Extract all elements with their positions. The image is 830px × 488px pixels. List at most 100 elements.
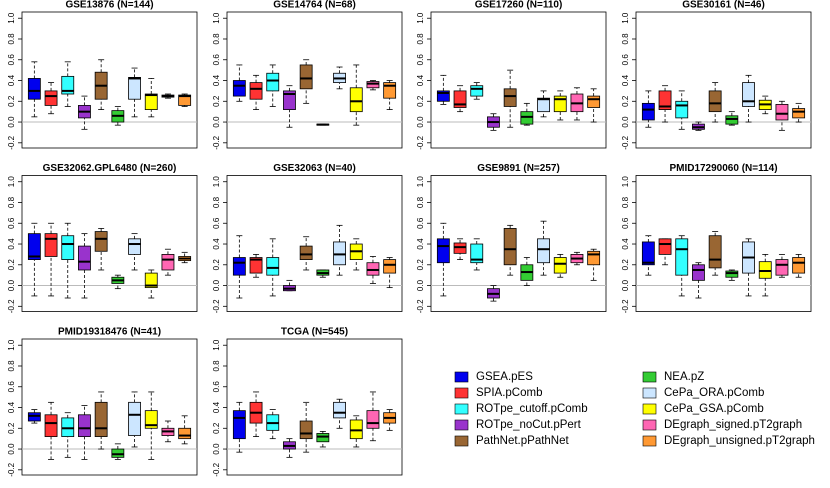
box: [792, 257, 806, 274]
legend-label: CePa_GSA.pComb: [664, 403, 764, 415]
box: [742, 82, 755, 107]
box: [641, 102, 655, 121]
box: [178, 94, 192, 106]
box: [436, 90, 450, 102]
y-tick-label: 0.4: [7, 238, 16, 250]
box: [144, 93, 158, 110]
y-tick-label: 0.8: [621, 33, 630, 45]
y-tick-label: 0.6: [212, 381, 221, 393]
box: [316, 433, 330, 443]
box: [537, 238, 550, 264]
panel-title: GSE32062.GPL6480 (N=260): [43, 163, 177, 174]
box: [78, 414, 91, 437]
y-tick-label: 0.4: [212, 74, 221, 86]
panel-title: TCGA (N=545): [281, 327, 348, 338]
y-tick-label: 1.0: [212, 12, 221, 24]
box: [520, 111, 534, 125]
y-tick-label: 0.4: [621, 238, 630, 250]
box: [503, 88, 517, 107]
y-tick-label: 0.0: [621, 279, 630, 291]
box: [266, 257, 280, 276]
y-tick-label: 0.0: [7, 279, 16, 291]
y-tick-label: 1.0: [7, 12, 16, 24]
y-tick-label: 0.6: [212, 217, 221, 229]
y-tick-label: 1.0: [212, 176, 221, 188]
box: [775, 259, 789, 276]
y-tick-label: 0.4: [7, 74, 16, 86]
legend-swatch: [642, 387, 657, 399]
box: [641, 241, 655, 266]
y-tick-label: 0.2: [212, 259, 221, 271]
legend-swatch: [642, 403, 657, 415]
y-tick-label: -0.2: [621, 299, 630, 313]
box: [61, 417, 75, 437]
box: [366, 262, 380, 276]
box: [27, 412, 41, 422]
box: [692, 264, 705, 281]
box: [470, 85, 484, 97]
box: [299, 420, 313, 440]
box: [232, 257, 246, 276]
y-tick-label: 0.4: [7, 401, 16, 413]
panel-title: PMID17290060 (N=114): [669, 163, 777, 174]
box: [44, 414, 58, 437]
y-tick-label: 0.4: [416, 238, 425, 250]
y-tick-label: 0.6: [7, 54, 16, 66]
y-tick-label: 1.0: [416, 176, 425, 188]
legend-label: ROTpe_cutoff.pComb: [476, 403, 588, 415]
y-tick-label: -0.2: [7, 299, 16, 313]
box: [366, 81, 380, 89]
legend-label: PathNet.pPathNet: [476, 435, 570, 447]
box: [94, 231, 108, 252]
box: [587, 95, 601, 108]
legend-swatch: [642, 435, 657, 447]
legend-label: DEgraph_signed.pT2graph: [664, 419, 802, 431]
box: [383, 259, 397, 274]
box: [708, 235, 722, 269]
box: [349, 419, 363, 440]
legend-label: CePa_ORA.pComb: [664, 387, 764, 399]
box: [658, 90, 672, 110]
box: [658, 238, 672, 255]
y-tick-label: 0.0: [416, 116, 425, 128]
y-tick-label: 0.6: [7, 217, 16, 229]
box: [266, 72, 280, 92]
box: [299, 64, 313, 90]
y-tick-label: -0.2: [212, 462, 221, 476]
box: [27, 78, 41, 100]
legend-label: SPIA.pComb: [476, 387, 542, 399]
box: [537, 97, 550, 113]
y-tick-label: 0.0: [7, 116, 16, 128]
panel-title: GSE9891 (N=257): [477, 163, 560, 174]
plot-frame: [226, 11, 403, 149]
y-tick-label: 0.2: [7, 422, 16, 434]
y-tick-label: -0.2: [7, 462, 16, 476]
y-tick-label: 0.2: [621, 259, 630, 271]
legend-label: NEA.pZ: [664, 371, 704, 383]
y-tick-label: 0.6: [7, 381, 16, 393]
box: [44, 90, 58, 106]
y-tick-label: 0.6: [212, 54, 221, 66]
legend-swatch: [642, 419, 657, 431]
box: [333, 241, 346, 266]
y-tick-label: 0.8: [7, 360, 16, 372]
box: [128, 77, 141, 100]
y-tick-label: 0.8: [212, 196, 221, 208]
plot-frame: [21, 338, 198, 476]
y-tick-label: 0.8: [212, 360, 221, 372]
box: [675, 238, 689, 276]
plot-frame: [226, 175, 403, 312]
panel-title: GSE17260 (N=110): [475, 0, 563, 11]
y-tick-label: 0.2: [212, 422, 221, 434]
y-tick-label: 0.4: [621, 74, 630, 86]
box: [61, 235, 75, 260]
y-tick-label: 1.0: [621, 12, 630, 24]
legend-label: GSEA.pES: [476, 371, 533, 383]
box: [27, 233, 41, 260]
y-tick-label: 0.8: [621, 196, 630, 208]
y-tick-label: 0.0: [416, 279, 425, 291]
y-tick-label: 0.2: [7, 259, 16, 271]
y-tick-label: 0.0: [7, 443, 16, 455]
plot-frame: [21, 11, 198, 149]
